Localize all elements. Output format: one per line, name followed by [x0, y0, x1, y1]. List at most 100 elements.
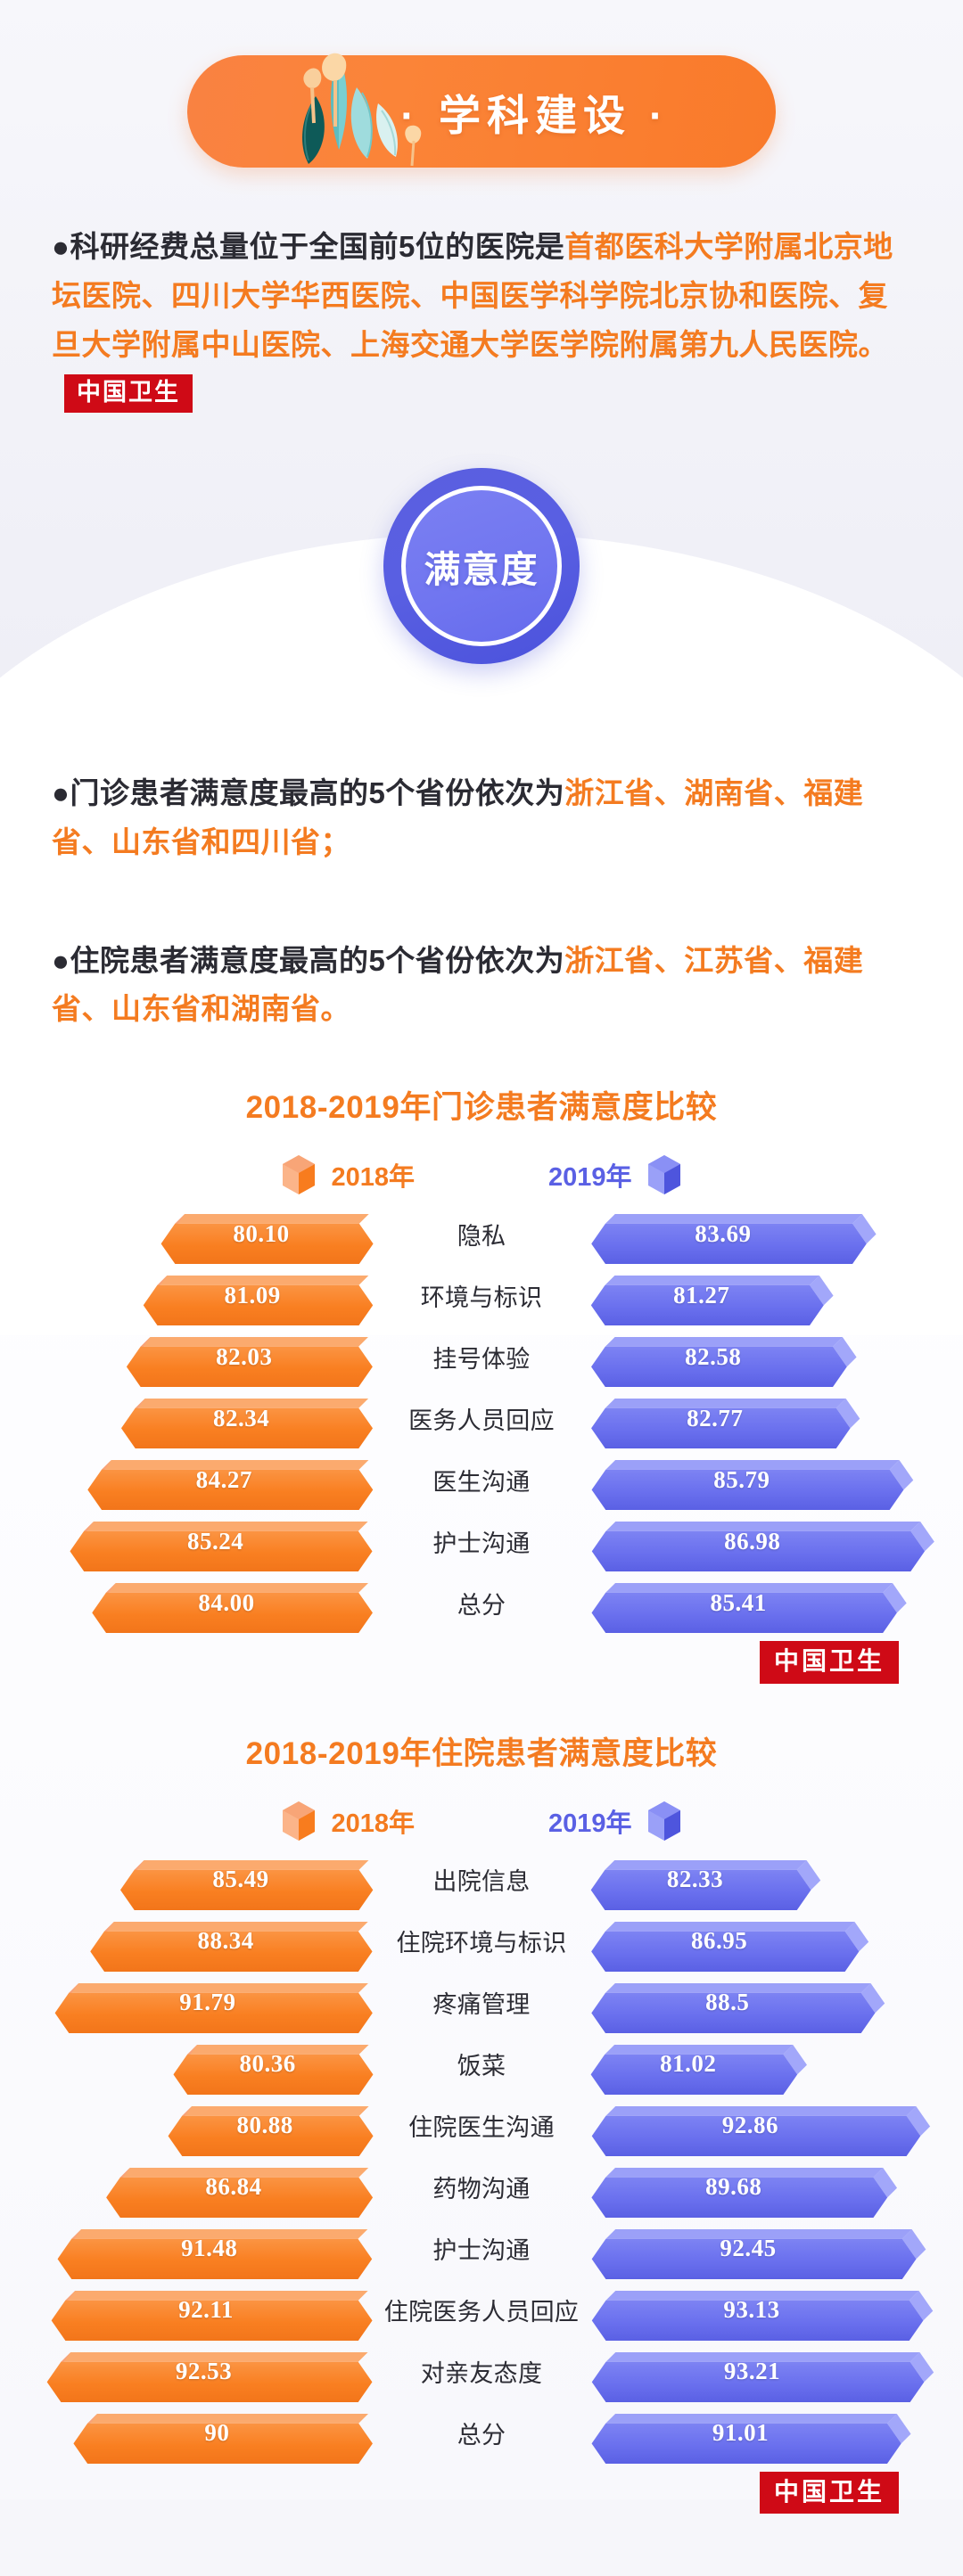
bar-cell-2018: 91.79	[0, 1982, 374, 2033]
bar-value-label: 86.98	[724, 1527, 781, 1555]
legend-label: 2018年	[331, 1809, 415, 1838]
bar-cell-2019: 92.86	[588, 2105, 963, 2156]
header-section: · 学科建设 ·	[0, 0, 963, 168]
bar-value-label: 84.27	[195, 1465, 252, 1493]
category-label: 环境与标识	[420, 1284, 543, 1311]
bar-2019[interactable]: 81.27	[588, 1275, 834, 1326]
bar-value-label: 89.68	[705, 2173, 762, 2201]
bar-2019[interactable]: 85.41	[588, 1582, 907, 1634]
bar-cell-2019: 93.21	[588, 2351, 963, 2402]
hexagon-cube-icon	[646, 1154, 682, 1195]
category-label: 总分	[457, 2422, 506, 2449]
category-label: 医务人员回应	[408, 1407, 555, 1434]
bar-2019[interactable]: 91.01	[588, 2413, 911, 2464]
bar-value-label: 85.49	[212, 1866, 269, 1893]
bar-value-label: 91.01	[712, 2419, 770, 2447]
stamp-badge: 中国卫生	[759, 2471, 899, 2514]
bar-2019[interactable]: 85.79	[588, 1459, 914, 1511]
category-label: 住院环境与标识	[396, 1930, 567, 1957]
bar-cell-2018: 80.88	[0, 2105, 374, 2156]
bar-2018[interactable]: 92.11	[48, 2290, 374, 2341]
legend-label: 2018年	[331, 1163, 415, 1193]
category-label: 药物沟通	[432, 2176, 531, 2203]
bar-cell-2019: 92.45	[588, 2228, 963, 2279]
bar-cell-2019: 86.95	[588, 1921, 963, 1972]
bar-cell-2018: 82.03	[0, 1336, 374, 1388]
bar-value-label: 82.03	[216, 1342, 273, 1370]
bar-2018[interactable]: 80.36	[171, 2044, 374, 2095]
bar-2019[interactable]: 92.45	[588, 2228, 926, 2279]
bar-value-label: 80.88	[236, 2112, 293, 2139]
bar-2018[interactable]: 84.27	[85, 1459, 374, 1511]
category-label: 总分	[457, 1591, 506, 1619]
chart-row: 88.34 住院环境与标识 86.95	[0, 1916, 963, 1972]
paragraph-outpatient-provinces: ●门诊患者满意度最高的5个省份依次为浙江省、湖南省、福建省、山东省和四川省；	[52, 769, 911, 867]
chart-row: 90 总分 91.01	[0, 2408, 963, 2464]
bar-2018[interactable]: 92.53	[44, 2351, 374, 2402]
bar-2019[interactable]: 82.33	[588, 1859, 821, 1910]
bar-value-label: 92.86	[721, 2112, 779, 2139]
legend-item-2018[interactable]: 2018年	[281, 1154, 415, 1195]
category-label: 饭菜	[457, 2053, 506, 2080]
white-dome-divider	[0, 533, 963, 1335]
bar-cell-2019: 82.58	[588, 1336, 963, 1388]
bar-2019[interactable]: 86.98	[588, 1521, 934, 1572]
bar-2019[interactable]: 89.68	[588, 2167, 898, 2218]
chart-row: 85.49 出院信息 82.33	[0, 1854, 963, 1910]
bar-2019[interactable]: 83.69	[588, 1213, 877, 1265]
bar-2019[interactable]: 93.13	[588, 2290, 934, 2341]
bar-cell-2018: 86.84	[0, 2167, 374, 2218]
bar-value-label: 86.84	[205, 2173, 262, 2201]
bar-value-label: 88.5	[705, 1989, 750, 2016]
bar-2019[interactable]: 82.58	[588, 1336, 857, 1388]
bar-cell-2018: 84.00	[0, 1582, 374, 1634]
bar-2018[interactable]: 81.09	[141, 1275, 374, 1326]
chart-row: 91.48 护士沟通 92.45	[0, 2223, 963, 2279]
legend-item-2019[interactable]: 2019年	[548, 1801, 682, 1842]
chart-row: 91.79 疼痛管理 88.5	[0, 1977, 963, 2033]
chart-row: 92.11 住院医务人员回应 93.13	[0, 2285, 963, 2341]
bar-value-label: 85.79	[713, 1465, 770, 1493]
chart-rows: 85.49 出院信息 82.33 88.34 住院环境与标识	[0, 1854, 963, 2464]
bar-value-label: 92.45	[720, 2235, 777, 2262]
bar-cell-2019: 81.27	[588, 1275, 963, 1326]
bar-2018[interactable]: 80.10	[159, 1213, 374, 1265]
legend-item-2019[interactable]: 2019年	[548, 1154, 682, 1195]
bar-2019[interactable]: 86.95	[588, 1921, 869, 1972]
bar-2019[interactable]: 82.77	[588, 1398, 860, 1449]
bar-cell-2019: 85.79	[588, 1459, 963, 1511]
bar-2018[interactable]: 85.49	[118, 1859, 374, 1910]
chart-row: 80.10 隐私 83.69	[0, 1208, 963, 1265]
bar-2018[interactable]: 85.24	[67, 1521, 374, 1572]
hexagon-cube-icon	[281, 1801, 317, 1842]
legend-item-2018[interactable]: 2018年	[281, 1801, 415, 1842]
bar-2018[interactable]: 91.79	[52, 1982, 374, 2033]
bar-2018[interactable]: 80.88	[166, 2105, 374, 2156]
bar-2019[interactable]: 81.02	[588, 2044, 807, 2095]
bar-2018[interactable]: 82.03	[124, 1336, 374, 1388]
bar-value-label: 82.58	[685, 1342, 742, 1370]
bar-cell-2018: 85.49	[0, 1859, 374, 1910]
bar-2018[interactable]: 82.34	[119, 1398, 374, 1449]
bar-2018[interactable]: 86.84	[103, 2167, 374, 2218]
chart-stamp-row: 中国卫生	[0, 1641, 963, 1684]
bar-value-label: 92.11	[178, 2296, 234, 2324]
bar-2019[interactable]: 92.86	[588, 2105, 931, 2156]
bar-2018[interactable]: 88.34	[87, 1921, 374, 1972]
bar-2019[interactable]: 88.5	[588, 1982, 885, 2033]
chart-title: 2018-2019年门诊患者满意度比较	[245, 1090, 718, 1126]
bar-2019[interactable]: 93.21	[588, 2351, 934, 2402]
bar-cell-2019: 93.13	[588, 2290, 963, 2341]
bar-value-label: 88.34	[197, 1927, 254, 1955]
bullet-icon: ●	[52, 230, 70, 263]
bar-2018[interactable]: 90	[70, 2413, 374, 2464]
bar-value-label: 91.79	[179, 1989, 236, 2016]
bar-value-label: 84.00	[198, 1588, 255, 1616]
bar-cell-2019: 88.5	[588, 1982, 963, 2033]
chart-row: 82.34 医务人员回应 82.77	[0, 1392, 963, 1449]
bar-2018[interactable]: 84.00	[89, 1582, 374, 1634]
paragraph-highlight-text: 浙江省、江苏省、福建省、山东省和湖南省。	[52, 943, 864, 1026]
bar-2018[interactable]: 91.48	[54, 2228, 374, 2279]
bar-value-label: 82.77	[687, 1404, 744, 1432]
stamp-badge: 中国卫生	[64, 374, 193, 413]
